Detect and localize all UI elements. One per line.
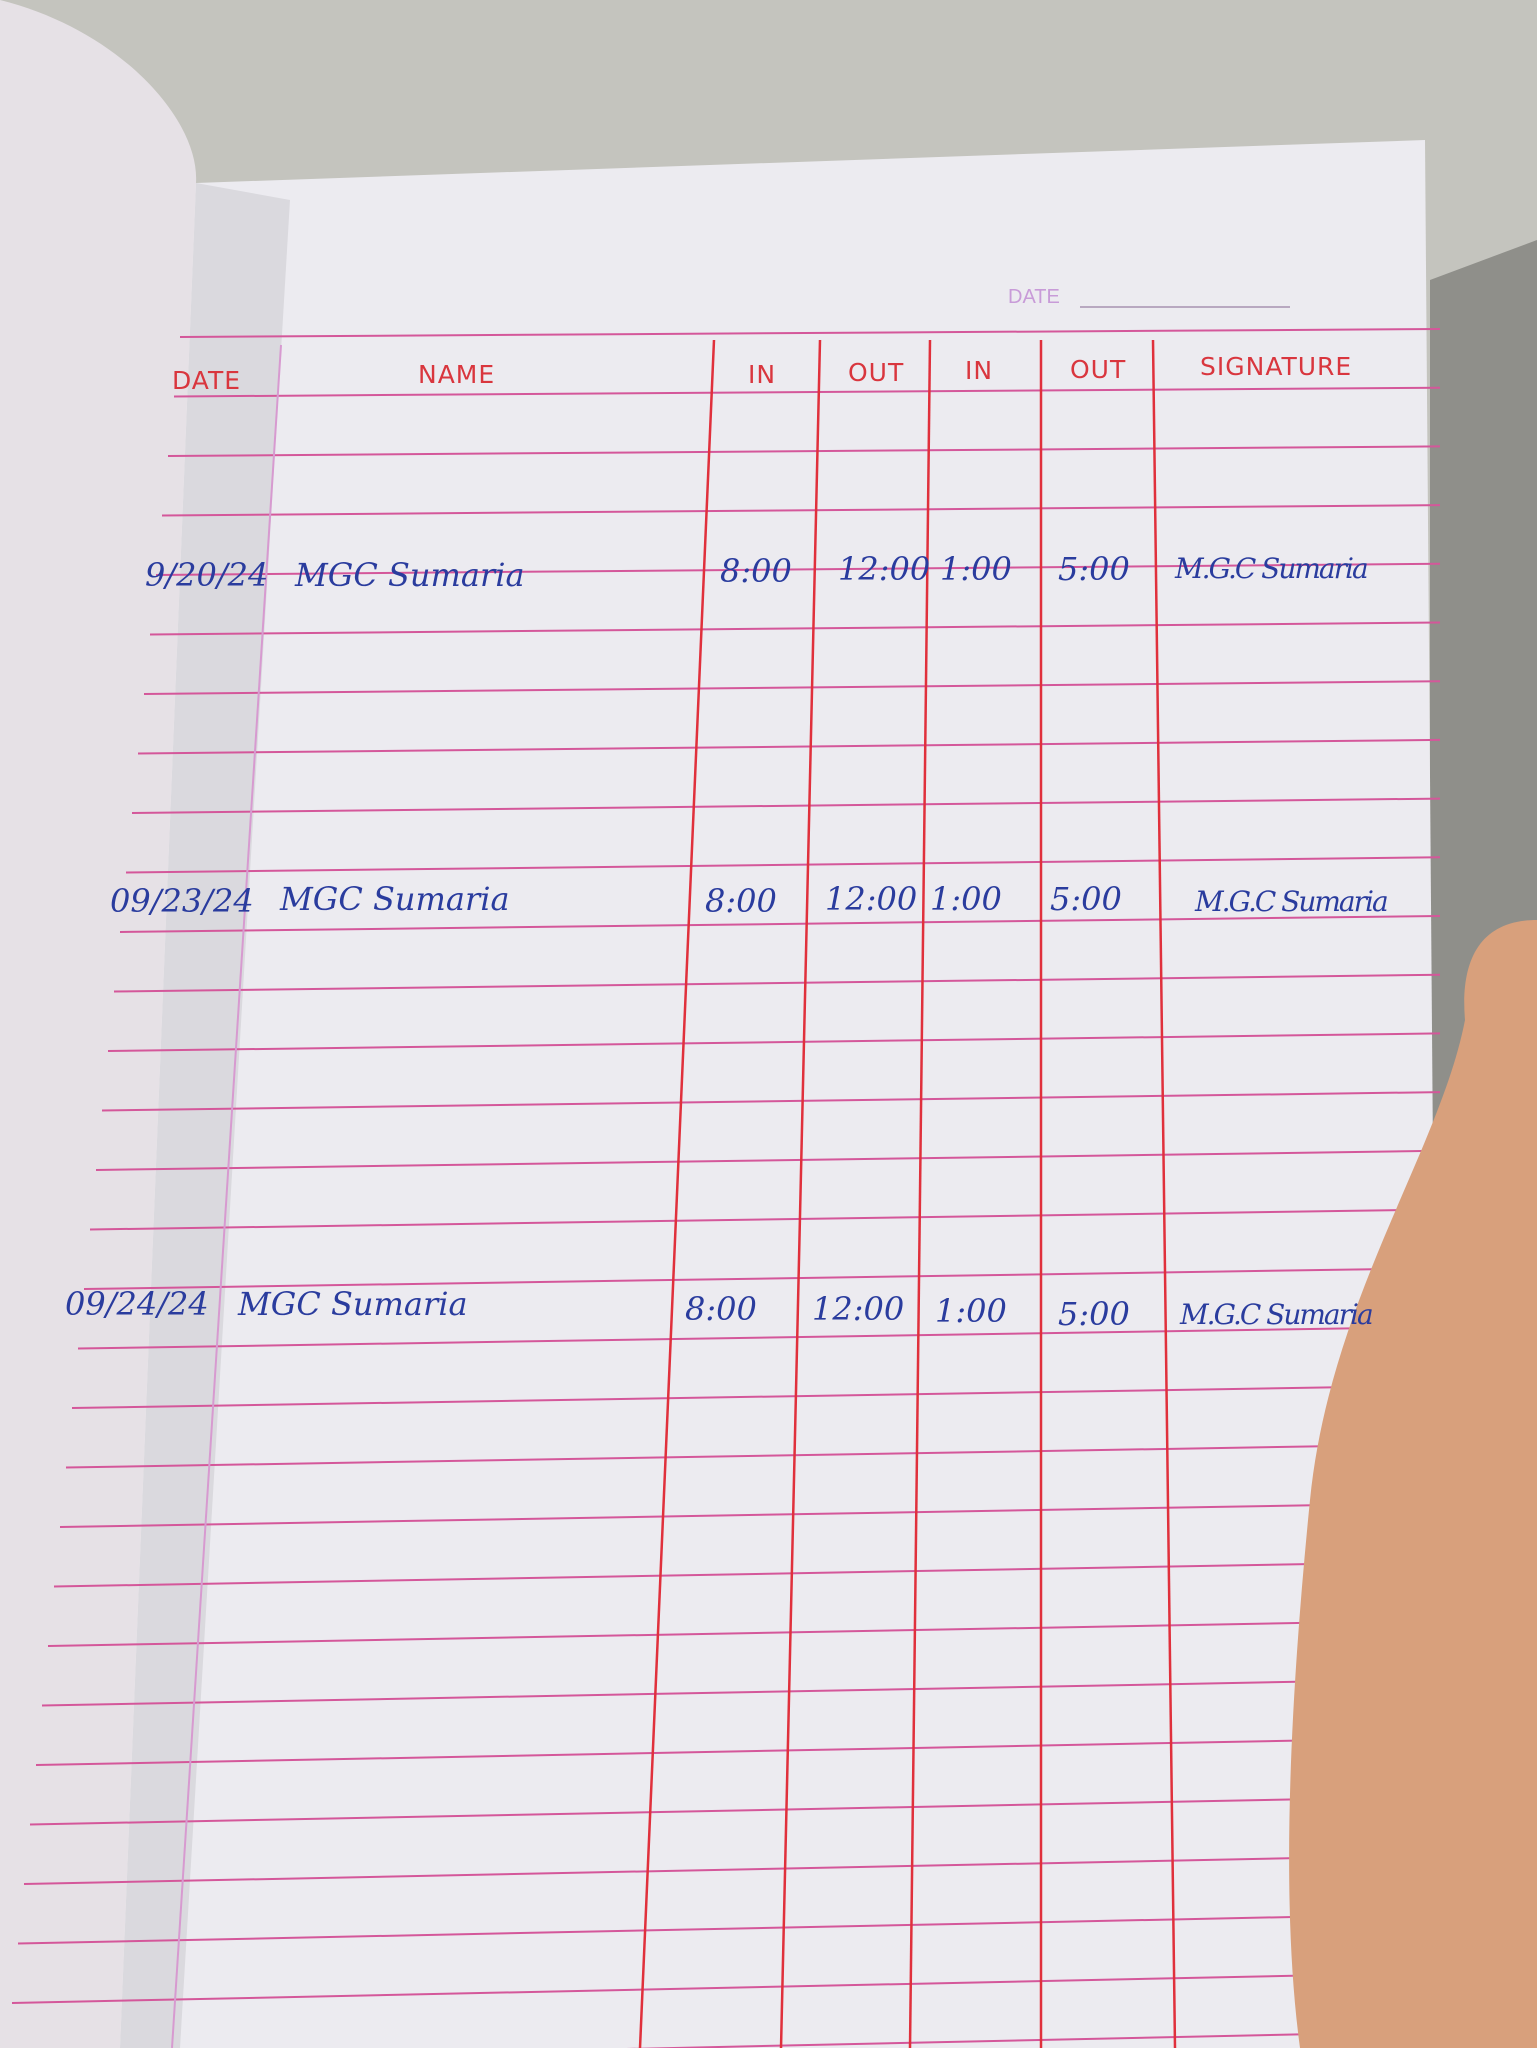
ruled-line (125, 856, 1441, 874)
ruled-line (59, 1502, 1441, 1528)
ruled-line (143, 680, 1441, 695)
ruled-line (161, 504, 1441, 517)
ruled-line (47, 1619, 1441, 1647)
entry-out-2: 5:00 (1058, 1295, 1130, 1333)
column-divider (779, 339, 822, 2048)
col-header-date: DATE (172, 366, 242, 395)
ruled-line (53, 1560, 1441, 1588)
ruled-line (41, 1678, 1441, 1707)
ruled-line (131, 797, 1441, 814)
column-divider (638, 339, 716, 2048)
ruled-line (149, 621, 1441, 636)
ruled-line (119, 915, 1441, 933)
hand (1289, 920, 1537, 2048)
entry-name: MGC Sumaria (295, 556, 525, 594)
ruled-line (23, 1854, 1441, 1885)
ruled-line (77, 1325, 1441, 1350)
col-header-name: NAME (418, 360, 496, 389)
entry-out-2: 5:00 (1050, 880, 1122, 918)
page-date-label: DATE (1008, 286, 1060, 308)
entry-date: 09/23/24 (110, 882, 254, 920)
column-divider (1151, 339, 1177, 2048)
ruled-line (71, 1384, 1441, 1409)
notebook-page (0, 140, 1440, 2048)
ruled-line (83, 1267, 1441, 1290)
entry-signature: M.G.C Sumaria (1195, 885, 1389, 918)
ruled-line (179, 328, 1441, 338)
entry-out-2: 5:00 (1058, 550, 1130, 588)
ruled-line (29, 1795, 1441, 1826)
col-header-out-2: OUT (1070, 355, 1127, 384)
ruled-line (155, 562, 1441, 576)
col-header-out-1: OUT (848, 358, 905, 387)
entry-in-2: 1:00 (935, 1292, 1007, 1330)
ruled-line (89, 1208, 1441, 1231)
entry-out-1: 12:00 (812, 1290, 905, 1328)
col-header-in-1: IN (748, 360, 777, 389)
entry-in-1: 8:00 (720, 552, 792, 590)
ruled-line (101, 1091, 1441, 1112)
entry-out-1: 12:00 (825, 880, 918, 918)
col-header-signature: SIGNATURE (1200, 352, 1353, 381)
entry-signature: M.G.C Sumaria (1175, 552, 1369, 585)
ruled-line (626, 2030, 1441, 2048)
entry-in-1: 8:00 (705, 882, 777, 920)
ruled-line (113, 973, 1441, 993)
entry-date: 9/20/24 (145, 556, 269, 594)
ruled-line (95, 1149, 1441, 1171)
entry-name: MGC Sumaria (238, 1285, 468, 1323)
ruled-line (167, 445, 1441, 457)
previous-page-curl (0, 0, 197, 2048)
entry-in-2: 1:00 (930, 880, 1002, 918)
entry-date: 09/24/24 (65, 1285, 209, 1323)
col-header-in-2: IN (965, 356, 994, 385)
ruled-line (107, 1032, 1441, 1052)
ruled-line (137, 738, 1441, 755)
entry-in-1: 8:00 (685, 1290, 757, 1328)
margin-line (171, 344, 282, 2048)
ruled-line (11, 1971, 1441, 2004)
ruled-line (35, 1736, 1441, 1766)
entry-signature: M.G.C Sumaria (1180, 1298, 1374, 1331)
page-date-field[interactable] (1080, 306, 1290, 308)
ruled-line (17, 1912, 1441, 1945)
ruled-line (65, 1443, 1441, 1469)
entry-in-2: 1:00 (940, 550, 1012, 588)
column-divider (908, 339, 932, 2048)
entry-out-1: 12:00 (838, 550, 931, 588)
ruled-line (173, 386, 1441, 398)
page-gutter-shadow (120, 183, 290, 2048)
entry-name: MGC Sumaria (280, 880, 510, 918)
